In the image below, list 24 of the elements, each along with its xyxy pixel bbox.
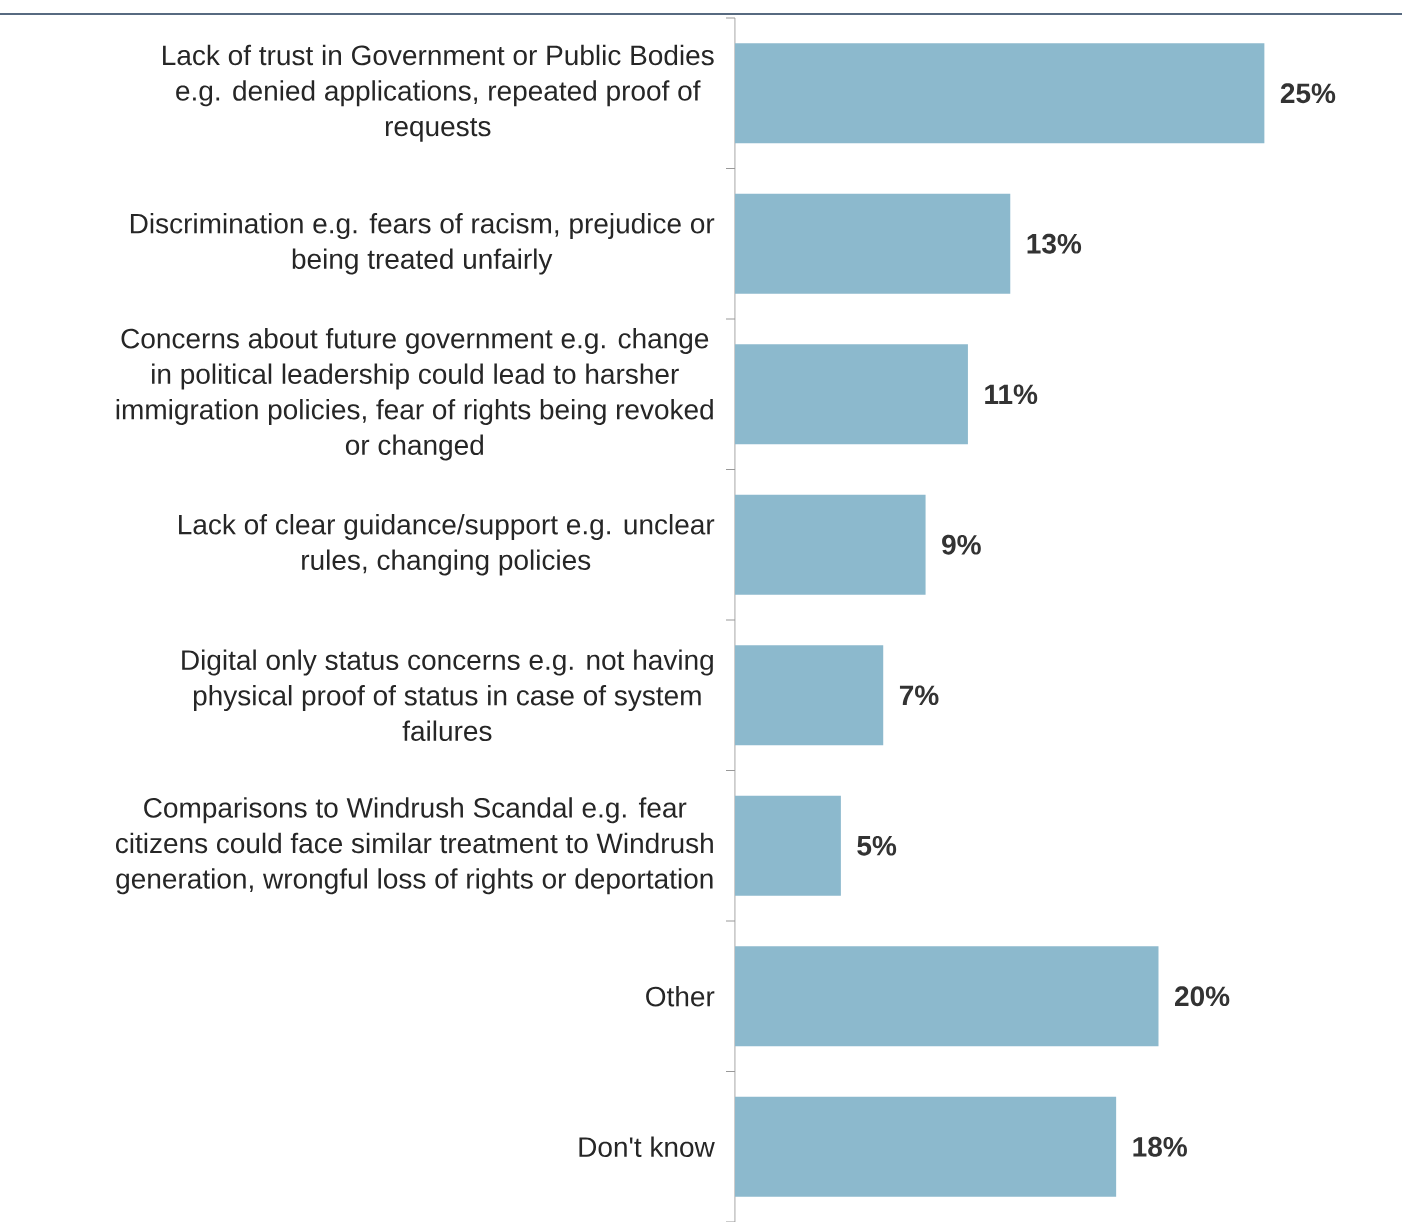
bar (735, 193, 1011, 294)
bar (735, 795, 841, 896)
data-label: 18% (1133, 1136, 1187, 1157)
data-label: 20% (1175, 986, 1230, 1007)
y-tick-label: Lack of clear guidance/support e.g. unclear rules, changing policies (179, 513, 715, 576)
bar (735, 645, 884, 746)
bar (735, 43, 1265, 144)
bar (735, 946, 1159, 1047)
data-label: 5% (857, 835, 897, 856)
data-label: 25% (1280, 83, 1336, 104)
data-label: 13% (1027, 233, 1082, 254)
y-tick-label: Don't know (579, 1136, 715, 1158)
y-tick-label: Other (646, 985, 715, 1007)
bar (735, 1096, 1117, 1197)
data-label: 9% (942, 534, 981, 555)
y-tick-label: Comparisons to Windrush Scandal e.g. fear citizens could face similar treatment to Windrush generation, wrongful loss of rights or deportation (115, 797, 713, 895)
y-tick-label: Discrimination e.g. fears of racism, prejudice or being treated unfairly (130, 212, 715, 275)
data-label: 11% (985, 384, 1038, 405)
y-tick-label: Digital only status concerns e.g. not having physical proof of status in case of system failures (182, 649, 713, 742)
bar (735, 344, 968, 445)
bar (735, 494, 926, 595)
y-tick-label: Lack of trust in Government or Public Bodies e.g. denied applications, repeated proof of requests (163, 44, 714, 142)
y-tick-label: Concerns about future government e.g. change in political leadership could lead to harsher immigration policies, fear of rights being revoked or changed (116, 327, 713, 461)
data-label: 7% (899, 685, 939, 706)
